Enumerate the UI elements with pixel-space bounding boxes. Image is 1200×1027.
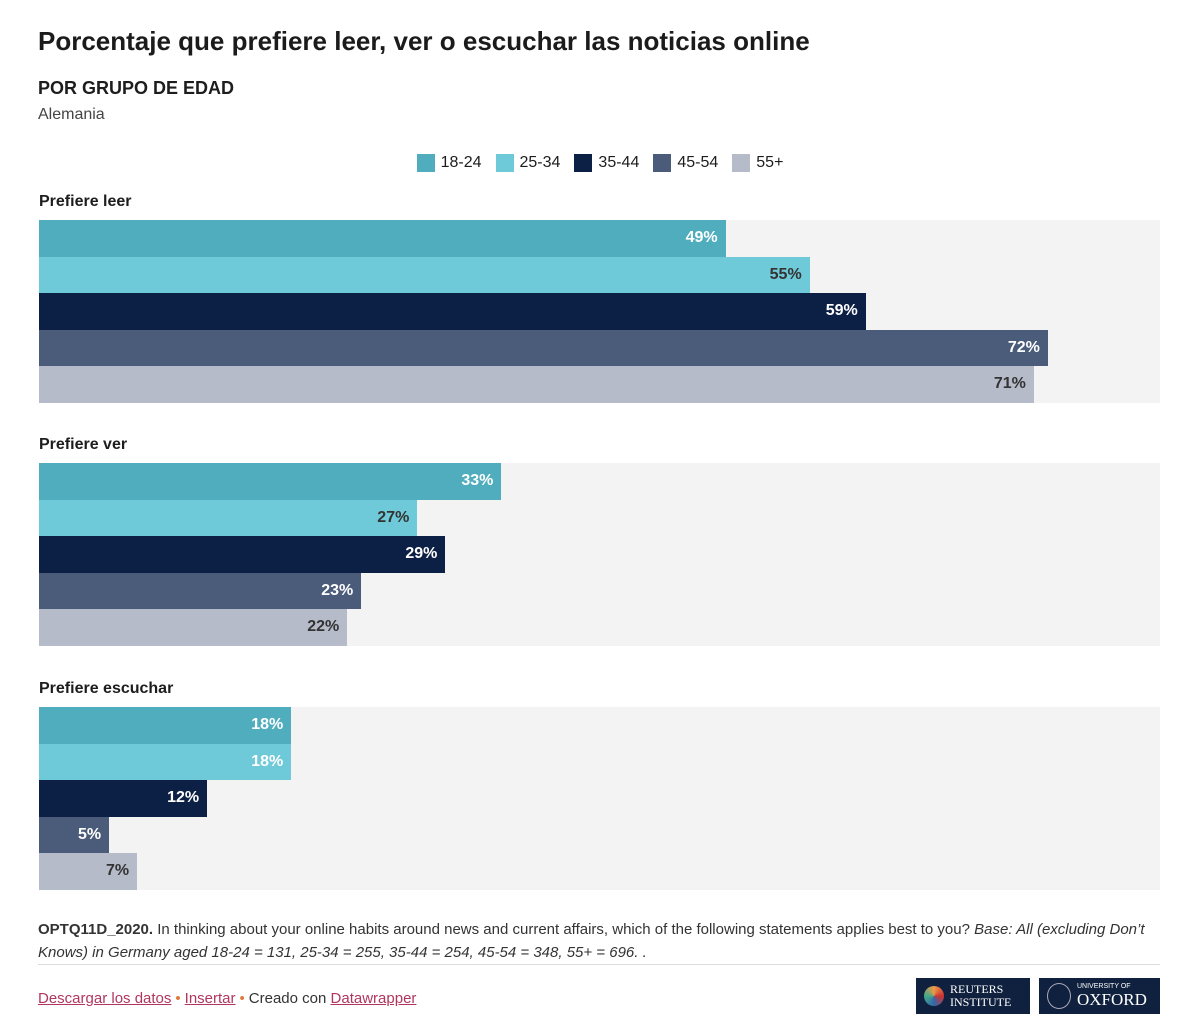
data-label: 22%: [307, 618, 340, 636]
legend-label: 18-24: [440, 154, 482, 171]
bar: [39, 609, 348, 646]
created-with-text: Creado con: [248, 990, 327, 1007]
legend-item: 55+: [732, 154, 783, 172]
legend-swatch: [732, 154, 751, 172]
legend-label: 25-34: [519, 154, 561, 171]
data-label: 49%: [685, 229, 718, 246]
group-label: Prefiere escuchar: [39, 680, 174, 697]
bar: [39, 293, 866, 330]
data-label: 27%: [377, 508, 410, 526]
divider: [38, 964, 1160, 965]
download-data-link[interactable]: Descargar los datos: [38, 990, 172, 1007]
footer: Descargar los datos • Insertar • Creado con …: [38, 990, 416, 1007]
bar: [39, 329, 1048, 367]
datawrapper-link[interactable]: Datawrapper: [330, 990, 417, 1007]
legend: 18-24 25-34 35-44 45-54 55+: [0, 154, 1200, 172]
data-label: 23%: [321, 581, 354, 599]
bar: [39, 536, 446, 573]
data-label: 55%: [769, 265, 802, 283]
group-label: Prefiere leer: [39, 193, 132, 210]
separator: •: [175, 990, 181, 1007]
legend-item: 35-44: [574, 154, 639, 172]
question-text: In thinking about your online habits aro…: [153, 921, 975, 938]
chart-description: Alemania: [38, 106, 105, 123]
data-label: 59%: [825, 302, 858, 320]
legend-label: 45-54: [677, 154, 719, 171]
bar: [39, 256, 810, 294]
separator: •: [239, 990, 245, 1007]
group-label: Prefiere ver: [39, 436, 128, 453]
chart-subtitle: POR GRUPO DE EDAD: [38, 78, 235, 98]
data-label: 5%: [77, 825, 102, 843]
chart-title: Porcentaje que prefiere leer, ver o escu…: [38, 26, 810, 56]
crest-icon: [1047, 983, 1071, 1009]
bar: [39, 220, 726, 257]
data-label: 33%: [461, 472, 494, 489]
bar: [39, 366, 1034, 403]
legend-swatch: [574, 154, 593, 172]
data-label: 71%: [993, 375, 1026, 393]
legend-swatch: [653, 154, 672, 172]
question-code: OPTQ11D_2020.: [38, 921, 154, 938]
bar: [39, 572, 362, 610]
globe-icon: [924, 986, 944, 1006]
data-label: 18%: [251, 752, 284, 770]
legend-label: 35-44: [598, 154, 640, 171]
notes: OPTQ11D_2020. In thinking about your onl…: [38, 918, 1148, 964]
legend-label: 55+: [756, 154, 784, 171]
legend-item: 25-34: [495, 154, 561, 172]
bar: [39, 499, 418, 537]
reuters-institute-logo[interactable]: REUTERS INSTITUTE: [916, 978, 1030, 1014]
bar: [39, 853, 138, 890]
oxford-logo[interactable]: UNIVERSITY OF OXFORD: [1039, 978, 1160, 1014]
legend-item: 18-24: [416, 154, 482, 172]
embed-link[interactable]: Insertar: [184, 990, 236, 1007]
data-label: 18%: [251, 716, 284, 733]
bar: [39, 743, 292, 781]
data-label: 72%: [1007, 338, 1040, 356]
legend-swatch: [495, 154, 514, 172]
bar: [39, 816, 110, 854]
data-label: 12%: [167, 789, 200, 807]
legend-item: 45-54: [653, 154, 718, 172]
base-text: Base: All (excluding Don’t Knows) in Ger…: [38, 921, 1145, 961]
bar: [39, 707, 292, 744]
data-label: 29%: [405, 545, 438, 563]
data-label: 7%: [105, 862, 130, 880]
bar: [39, 463, 502, 500]
legend-swatch: [416, 154, 435, 172]
bar: [39, 780, 208, 817]
